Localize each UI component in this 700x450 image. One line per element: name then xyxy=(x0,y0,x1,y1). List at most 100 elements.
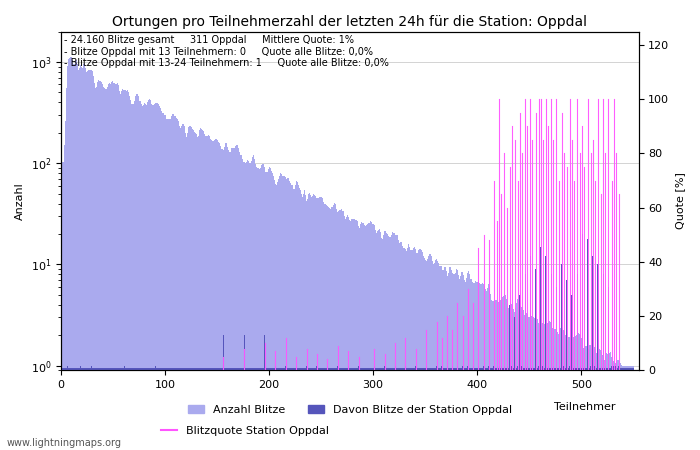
Bar xyxy=(521,368,522,450)
Bar xyxy=(632,368,633,450)
Bar xyxy=(190,368,192,450)
Bar xyxy=(267,169,269,450)
Bar xyxy=(126,368,127,450)
Bar xyxy=(244,368,246,450)
Bar xyxy=(309,194,310,450)
Bar xyxy=(577,335,578,450)
Bar xyxy=(356,368,357,450)
Bar xyxy=(105,368,106,450)
Bar xyxy=(628,366,629,450)
Bar xyxy=(154,368,155,450)
Bar xyxy=(195,133,196,450)
Bar xyxy=(351,368,352,450)
Bar xyxy=(194,132,195,450)
Bar xyxy=(205,368,206,450)
Bar xyxy=(445,271,447,450)
Bar xyxy=(474,368,475,450)
Bar xyxy=(116,368,117,450)
Bar xyxy=(601,355,603,450)
Bar xyxy=(530,317,531,450)
Bar xyxy=(540,247,541,450)
Bar xyxy=(612,360,613,450)
Bar xyxy=(73,64,74,450)
Bar xyxy=(227,368,228,450)
Bar xyxy=(77,368,78,450)
Bar xyxy=(535,269,536,450)
Bar xyxy=(397,235,398,450)
Bar xyxy=(149,368,150,450)
Bar xyxy=(432,261,433,450)
Bar xyxy=(193,368,194,450)
Bar xyxy=(145,104,146,450)
Bar xyxy=(594,347,596,450)
Bar xyxy=(224,148,225,450)
Bar xyxy=(381,238,382,450)
Bar xyxy=(357,368,358,450)
Bar xyxy=(237,145,239,450)
Bar xyxy=(84,368,85,450)
Bar xyxy=(262,368,263,450)
Bar xyxy=(194,368,195,450)
Bar xyxy=(287,178,288,450)
Bar xyxy=(570,338,571,450)
Bar xyxy=(241,159,242,450)
Bar xyxy=(377,368,378,450)
Bar xyxy=(94,368,95,450)
Bar xyxy=(232,368,233,450)
Bar xyxy=(199,368,200,450)
Bar xyxy=(584,366,585,450)
Bar xyxy=(179,368,180,450)
Bar xyxy=(173,368,174,450)
Bar xyxy=(512,368,513,450)
Bar xyxy=(480,284,481,450)
Bar xyxy=(73,368,74,450)
Bar xyxy=(632,366,633,450)
Bar xyxy=(379,229,380,450)
Bar xyxy=(614,362,615,450)
Bar xyxy=(235,146,237,450)
Bar xyxy=(250,368,251,450)
Bar xyxy=(383,368,384,450)
Bar xyxy=(363,368,364,450)
Bar xyxy=(379,368,380,450)
Bar xyxy=(203,368,204,450)
Bar xyxy=(468,271,470,450)
Bar xyxy=(259,169,260,450)
Bar xyxy=(453,274,454,450)
Bar xyxy=(260,168,261,450)
Bar xyxy=(275,366,276,450)
Bar xyxy=(210,368,211,450)
Bar xyxy=(400,242,401,450)
Bar xyxy=(377,231,378,450)
Bar xyxy=(447,368,449,450)
Bar xyxy=(169,119,171,450)
Bar xyxy=(102,368,103,450)
Bar xyxy=(592,256,594,450)
Bar xyxy=(461,272,462,450)
Bar xyxy=(540,323,541,450)
Bar xyxy=(96,368,97,450)
Bar xyxy=(121,368,122,450)
Bar xyxy=(220,149,222,450)
Bar xyxy=(622,368,624,450)
Bar xyxy=(481,368,482,450)
Bar xyxy=(549,321,550,450)
Bar xyxy=(321,368,322,450)
Bar xyxy=(539,368,540,450)
Bar xyxy=(589,368,590,450)
Bar xyxy=(153,368,154,450)
Bar xyxy=(618,366,620,450)
Bar xyxy=(155,366,156,450)
Bar xyxy=(477,282,478,450)
Bar xyxy=(569,366,570,450)
Bar xyxy=(115,85,116,450)
Bar xyxy=(316,198,318,450)
Bar xyxy=(255,164,256,450)
Bar xyxy=(566,280,567,450)
Bar xyxy=(184,126,186,450)
Bar xyxy=(384,231,385,450)
Bar xyxy=(174,368,175,450)
Bar xyxy=(509,305,510,450)
Bar xyxy=(618,360,620,450)
Bar xyxy=(257,167,258,450)
